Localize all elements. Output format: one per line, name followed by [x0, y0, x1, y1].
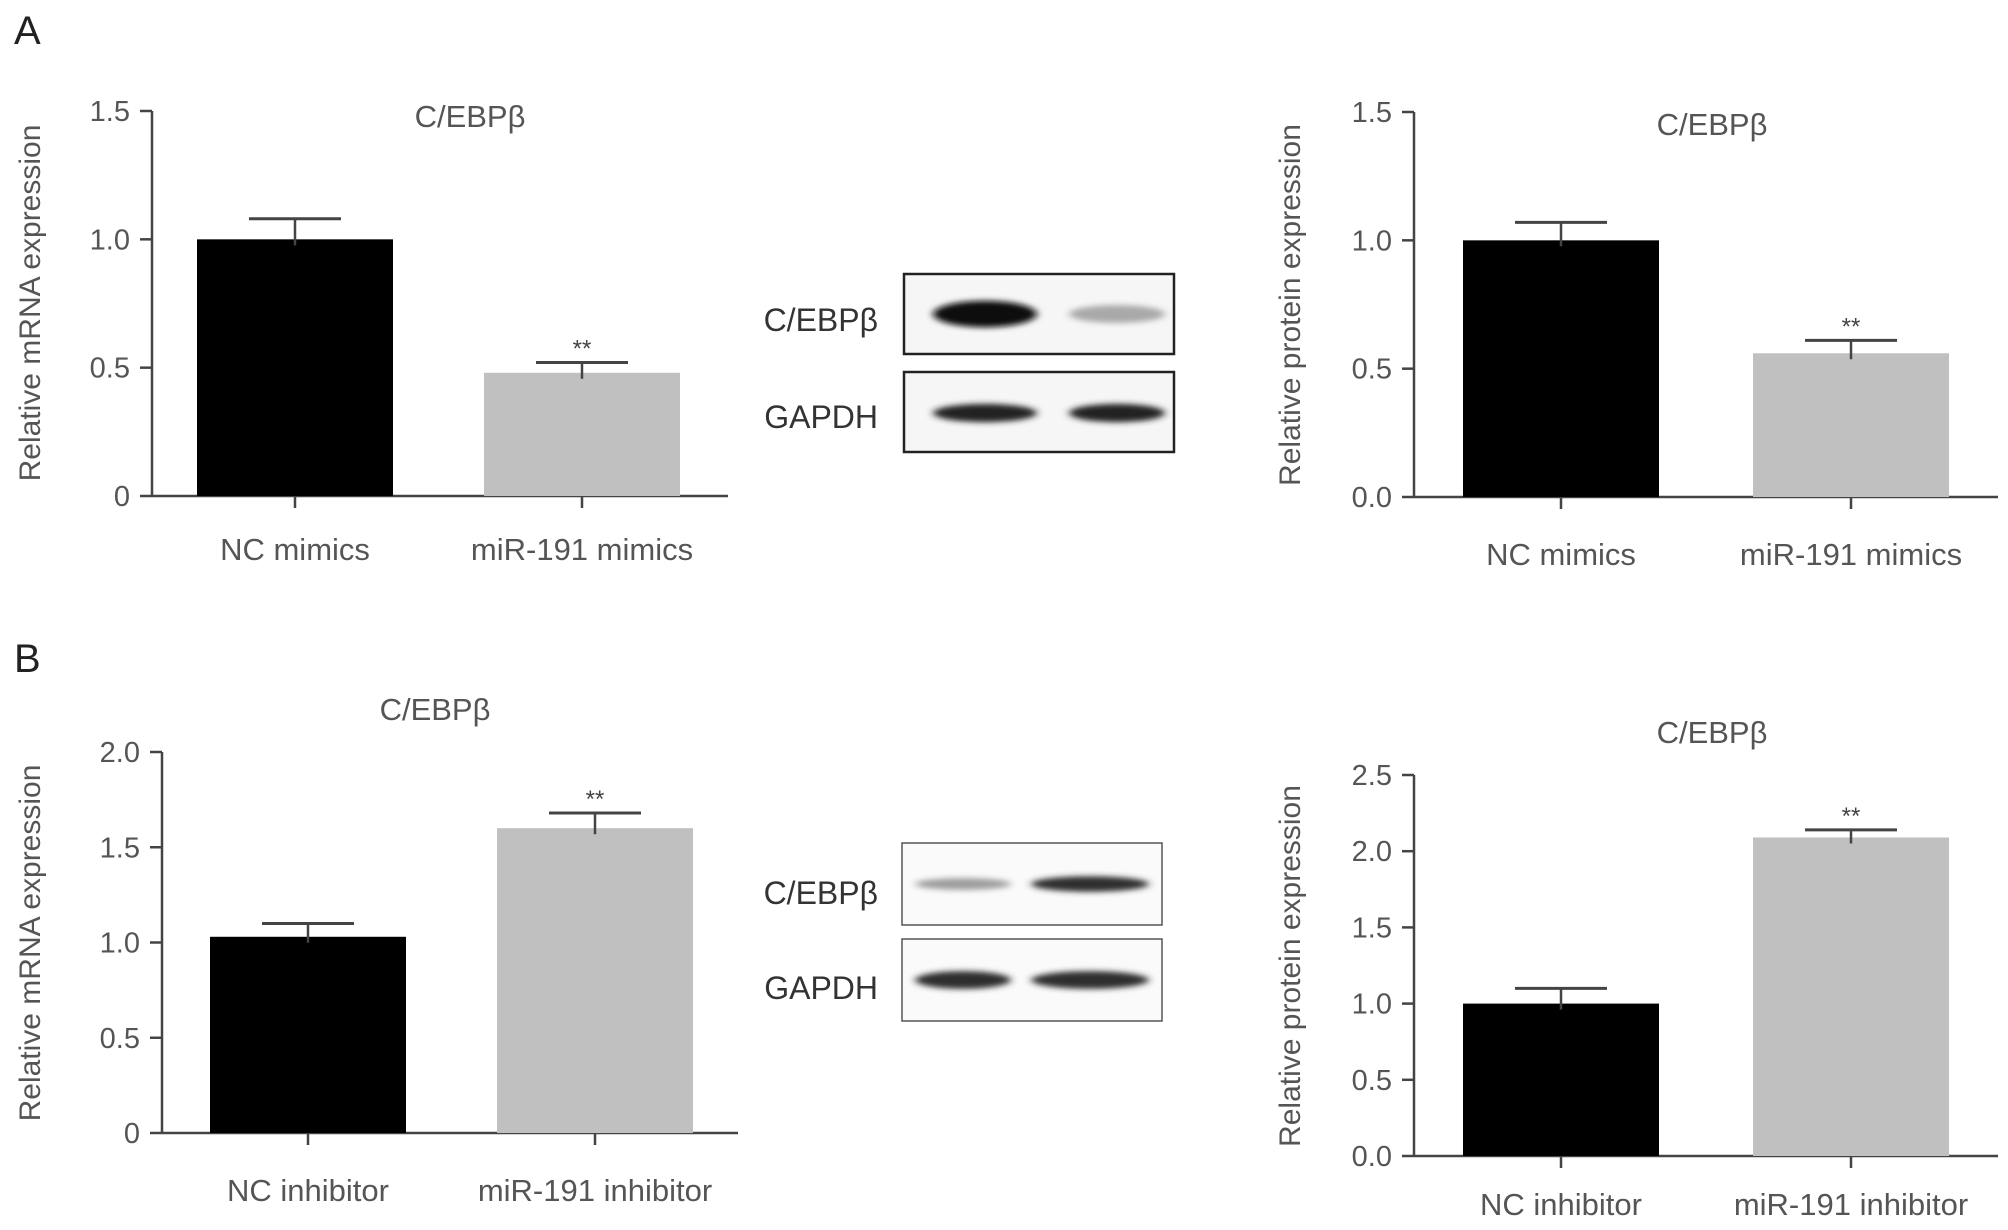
blot-a-label-cebpb: C/EBPβ: [764, 302, 878, 338]
significance-marker: **: [1842, 313, 1861, 340]
western-blot-b: C/EBPβ GAPDH: [764, 842, 1163, 1022]
blot-band: [933, 403, 1037, 423]
blot-b-bands: [915, 876, 1149, 989]
y-tick-label: 0.0: [1352, 1141, 1392, 1173]
bar: [1753, 837, 1949, 1156]
y-tick-label: 2.5: [1352, 760, 1392, 792]
chart-b-protein: C/EBPβ Relative protein expression 0.0 0.5 1…: [1274, 715, 1998, 1222]
y-tick-label: 1.5: [1352, 912, 1392, 944]
blot-a-label-gapdh: GAPDH: [764, 399, 878, 435]
bar: [484, 372, 680, 496]
chart-b-mrna: C/EBPβ Relative mRNA expression 0 0.5 1.0 1.5…: [14, 692, 738, 1208]
chart-title: C/EBPβ: [1657, 107, 1768, 142]
y-tick-label: 1.5: [100, 832, 140, 864]
x-category-label: miR-191 inhibitor: [1734, 1187, 1968, 1222]
blot-band: [1031, 971, 1149, 989]
chart-title: C/EBPβ: [1657, 715, 1768, 750]
significance-marker: **: [586, 786, 605, 813]
bar: [1463, 240, 1659, 498]
y-tick-label: 0.5: [1352, 1065, 1392, 1097]
y-axis-label: Relative mRNA expression: [14, 125, 47, 482]
y-tick-label: 2.0: [1352, 836, 1392, 868]
y-tick-label: 1.0: [1352, 989, 1392, 1021]
blot-a-bands: [933, 300, 1165, 423]
y-tick-label: 1.5: [90, 96, 130, 128]
chart-title: C/EBPβ: [380, 692, 491, 727]
x-category-label: NC inhibitor: [1480, 1187, 1642, 1222]
chart-a-protein: C/EBPβ Relative protein expression 0.0 0.5 1…: [1274, 97, 1998, 572]
bar: [1463, 1003, 1659, 1156]
blot-b-label-cebpb: C/EBPβ: [764, 875, 878, 911]
y-axis-label: Relative protein expression: [1274, 124, 1307, 486]
blot-band: [915, 878, 1011, 890]
x-category-label: NC mimics: [1486, 537, 1636, 572]
x-category-label: miR-191 inhibitor: [478, 1173, 712, 1208]
chart-title: C/EBPβ: [415, 99, 526, 134]
blot-band: [1031, 876, 1149, 892]
y-axis-label: Relative mRNA expression: [14, 765, 47, 1122]
x-category-label: miR-191 mimics: [471, 532, 693, 567]
bar: [1753, 353, 1949, 497]
x-category-label: NC inhibitor: [227, 1173, 389, 1208]
significance-marker: **: [1842, 803, 1861, 830]
blot-band: [933, 300, 1037, 328]
blot-b-label-gapdh: GAPDH: [764, 970, 878, 1006]
y-tick-label: 1.0: [100, 928, 140, 960]
x-category-label: NC mimics: [220, 532, 370, 567]
y-tick-label: 0.5: [90, 353, 130, 385]
x-category-label: miR-191 mimics: [1740, 537, 1962, 572]
significance-marker: **: [573, 336, 592, 363]
western-blot-a: C/EBPβ GAPDH: [764, 272, 1176, 454]
y-tick-label: 1.0: [1352, 225, 1392, 257]
y-tick-label: 0.0: [1352, 482, 1392, 514]
y-tick-label: 0: [114, 481, 130, 513]
panel-letter-a: A: [14, 9, 41, 53]
y-tick-label: 1.0: [90, 224, 130, 256]
y-tick-label: 1.5: [1352, 97, 1392, 129]
bar: [497, 828, 693, 1133]
y-tick-label: 2.0: [100, 737, 140, 769]
blot-band: [1069, 305, 1165, 323]
y-tick-label: 0: [124, 1118, 140, 1150]
blot-band: [1069, 403, 1165, 423]
blot-band: [915, 971, 1011, 989]
y-axis-label: Relative protein expression: [1274, 785, 1307, 1147]
y-tick-label: 0.5: [100, 1023, 140, 1055]
panel-letter-b: B: [14, 637, 41, 681]
bar: [197, 239, 393, 497]
y-tick-label: 0.5: [1352, 354, 1392, 386]
chart-a-mrna: C/EBPβ Relative mRNA expression 0 0.5 1.0 1.5…: [14, 96, 728, 567]
bar: [210, 936, 406, 1133]
